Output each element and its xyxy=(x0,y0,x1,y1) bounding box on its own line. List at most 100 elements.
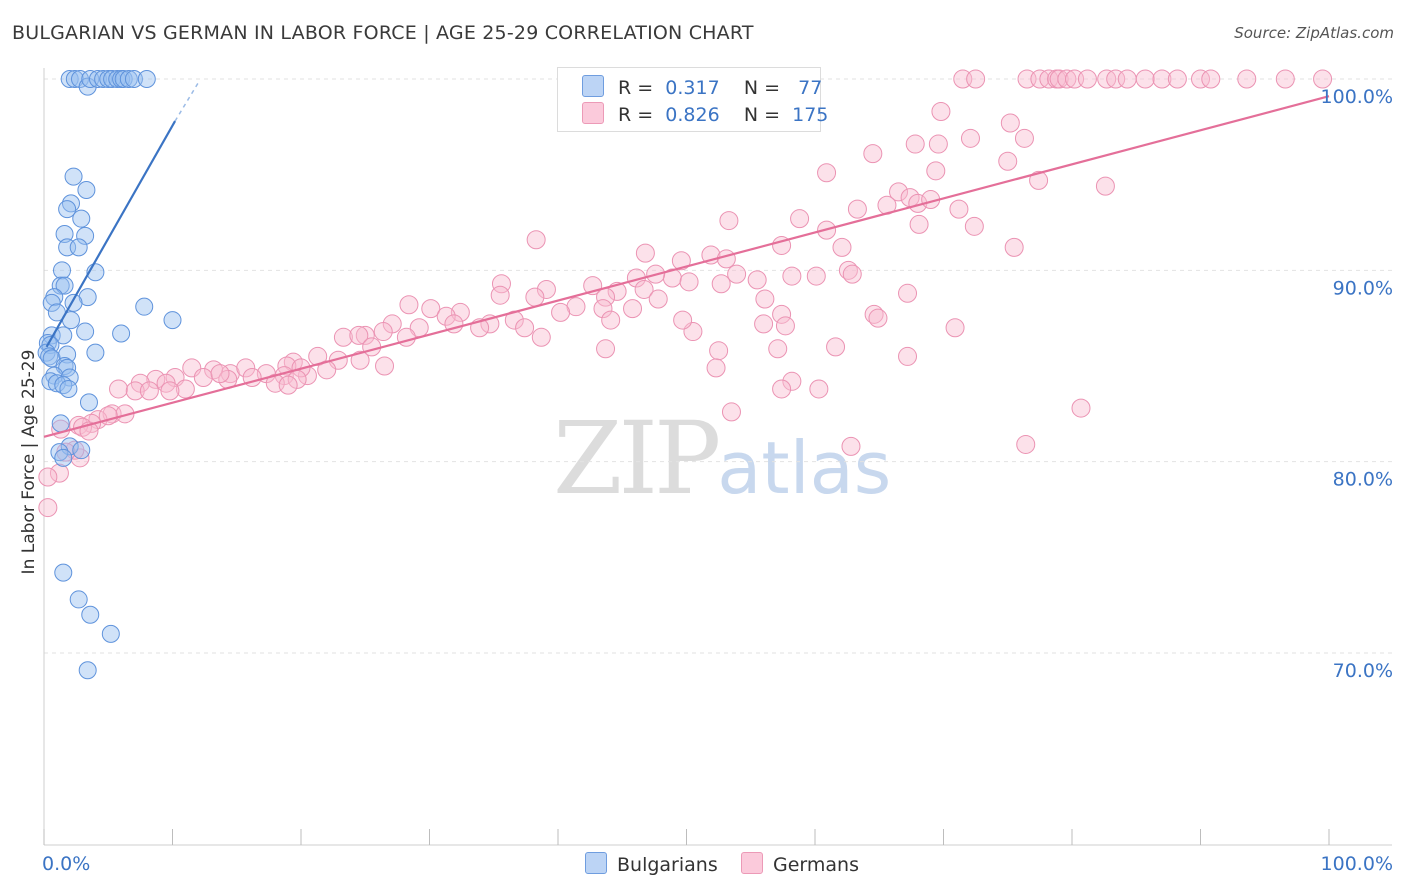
x-tick-label: 0.0% xyxy=(42,853,90,875)
bulgarians-legend-label: Bulgarians xyxy=(617,854,718,876)
bulgarians-point xyxy=(60,437,79,456)
bulgarians-point xyxy=(88,70,107,88)
germans-point xyxy=(782,266,802,286)
germans-point xyxy=(1095,176,1115,196)
germans-trend-line xyxy=(43,95,1330,438)
germans-point xyxy=(964,216,984,236)
bulgarians-point xyxy=(135,297,154,316)
bulgarians-point xyxy=(51,276,70,295)
germans-point xyxy=(38,498,58,518)
germans-point xyxy=(679,272,699,292)
bulgarians-point xyxy=(58,345,77,364)
bulgarians-point xyxy=(69,238,88,257)
germans-point xyxy=(515,318,535,338)
germans-point xyxy=(842,264,862,284)
germans-r-value: 0.826 xyxy=(665,104,720,126)
germans-point xyxy=(772,379,792,399)
germans-point xyxy=(863,144,883,164)
germans-point xyxy=(349,325,369,345)
source-credit: Source: ZipAtlas.com xyxy=(1234,24,1394,42)
watermark-zip: ZIP xyxy=(553,400,721,517)
germans-point xyxy=(864,304,884,324)
bulgarians-point xyxy=(59,379,78,398)
legend-row-bulgarians: R = 0.317 N = 77 xyxy=(582,75,822,101)
axis-labels: 70.0% 80.0% 90.0% 100.0% 0.0% 100.0% In Labor … xyxy=(19,86,1393,875)
bulgarians-r-value: 0.317 xyxy=(665,77,720,99)
germans-point xyxy=(396,327,416,347)
germans-point xyxy=(1077,69,1097,89)
legend-n-label: N = xyxy=(743,104,781,126)
bulgarians-point xyxy=(119,70,138,88)
germans-points xyxy=(38,69,1333,518)
germans-point xyxy=(490,285,510,305)
bulgarians-point xyxy=(58,200,77,219)
germans-point xyxy=(536,279,556,299)
germans-point xyxy=(926,161,946,181)
germans-point xyxy=(1049,69,1069,89)
germans-point xyxy=(809,379,829,399)
bulgarians-point xyxy=(112,324,131,343)
germans-point xyxy=(593,299,613,319)
bulgarians-point xyxy=(64,167,83,186)
bulgarians-point xyxy=(54,563,73,582)
germans-point xyxy=(601,310,621,330)
bulgarians-point xyxy=(81,70,100,88)
germans-point xyxy=(1016,434,1036,454)
germans-point xyxy=(1014,128,1034,148)
germans-point xyxy=(146,369,166,389)
chart-title: BULGARIAN VS GERMAN IN LABOR FORCE | AGE… xyxy=(12,22,754,44)
germans-point xyxy=(399,295,419,315)
germans-point xyxy=(635,243,655,263)
germans-point xyxy=(125,381,145,401)
germans-point xyxy=(436,306,456,326)
legend-n-label: N = xyxy=(743,77,781,99)
y-axis-title: In Labor Force | Age 25-29 xyxy=(19,350,39,575)
germans-point xyxy=(551,302,571,322)
germans-point xyxy=(1029,170,1049,190)
germans-point xyxy=(711,274,731,294)
germans-point xyxy=(1152,69,1172,89)
germans-point xyxy=(909,214,929,234)
bulgarians-point xyxy=(72,441,91,460)
germans-point xyxy=(623,299,643,319)
germans-swatch xyxy=(582,102,604,124)
x-tick-label: 100.0% xyxy=(1321,853,1393,875)
germans-point xyxy=(1004,237,1024,257)
germans-point xyxy=(709,341,729,361)
bulgarians-point xyxy=(40,347,59,366)
germans-point xyxy=(868,308,888,328)
bulgarians-point xyxy=(60,70,79,88)
germans-point xyxy=(1135,69,1155,89)
legend-row-germans: R = 0.826 N = 175 xyxy=(582,102,828,128)
germans-point xyxy=(450,302,470,322)
germans-point xyxy=(998,151,1018,171)
germans-point xyxy=(139,381,159,401)
germans-legend-label: Germans xyxy=(773,854,859,876)
bulgarians-point xyxy=(70,70,89,88)
germans-point xyxy=(945,318,965,338)
germans-point xyxy=(721,402,741,422)
germans-point xyxy=(38,467,58,487)
germans-point xyxy=(817,163,837,183)
germans-point xyxy=(905,134,925,154)
legend-r-label: R = xyxy=(618,104,654,126)
bulgarians-point xyxy=(76,322,95,341)
y-tick-label: 70.0% xyxy=(1333,660,1393,682)
bulgarians-point xyxy=(54,448,73,467)
bottom-legend-bulgarians: Bulgarians xyxy=(585,852,718,876)
y-tick-label: 90.0% xyxy=(1333,277,1393,299)
bulgarians-swatch xyxy=(582,75,604,97)
bulgarians-point xyxy=(77,180,96,199)
germans-point xyxy=(898,346,918,366)
y-tick-label: 80.0% xyxy=(1333,469,1393,491)
germans-point xyxy=(838,260,858,280)
germans-point xyxy=(716,249,736,269)
germans-point xyxy=(706,358,726,378)
germans-point xyxy=(747,270,767,290)
germans-point xyxy=(526,230,546,250)
germans-point xyxy=(1057,69,1077,89)
germans-point xyxy=(333,327,353,347)
germans-point xyxy=(772,304,792,324)
germans-point xyxy=(421,299,441,319)
